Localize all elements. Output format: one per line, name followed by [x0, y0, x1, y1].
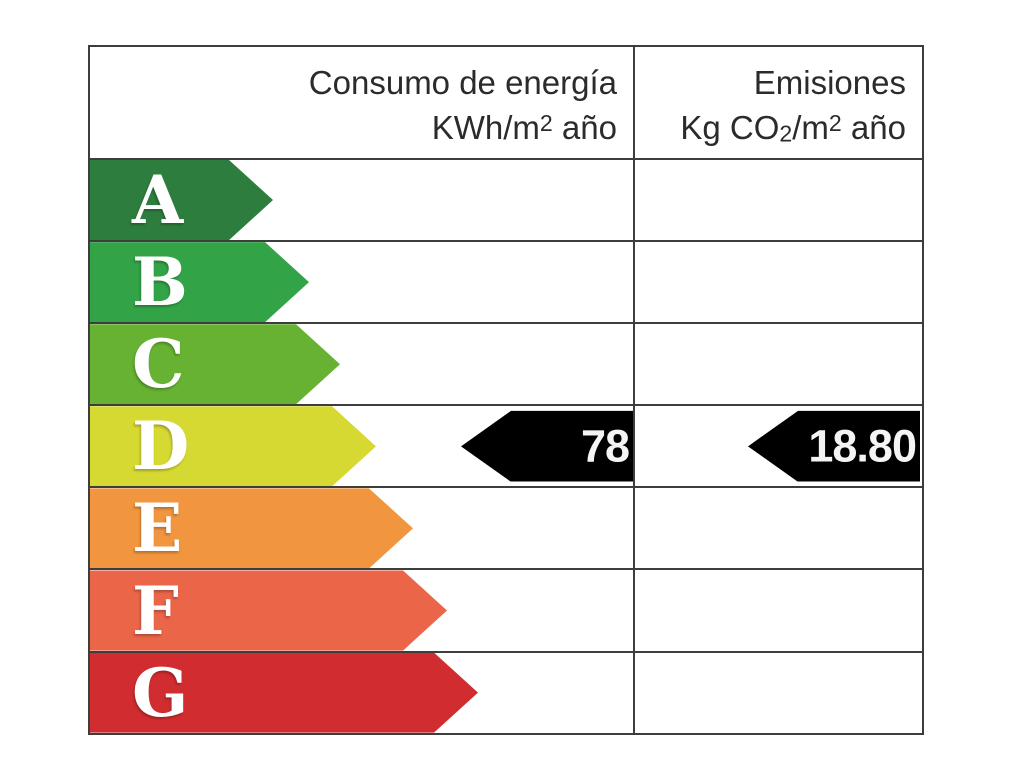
emissions-header-line2: Kg CO2/m2 año — [680, 109, 906, 147]
consumption-header-line1: Consumo de energía — [308, 64, 617, 101]
rating-letter-d: D — [132, 407, 190, 486]
rating-row-e: E — [90, 486, 922, 568]
emissions-indicator-arrow: 18.80 — [748, 410, 920, 482]
rating-arrow-e: E — [90, 488, 413, 568]
rating-arrow-b: B — [90, 242, 309, 322]
rating-row-d: D 78 18.80 — [90, 404, 922, 486]
rating-arrow-c: C — [90, 324, 340, 404]
emissions-value: 18.80 — [808, 420, 917, 472]
rating-arrow-a: A — [90, 160, 273, 240]
rating-letter-f: F — [132, 571, 179, 650]
emissions-header: Emisiones Kg CO2/m2 año — [633, 47, 922, 158]
rating-row-g: G — [90, 650, 922, 733]
rating-row-f: F — [90, 568, 922, 650]
rating-row-a: A — [90, 158, 922, 240]
rating-letter-a: A — [132, 161, 184, 240]
rating-letter-b: B — [132, 243, 188, 322]
consumption-header-line2: KWh/m2 año — [431, 109, 617, 146]
column-divider — [633, 47, 635, 733]
energy-label-table: Consumo de energía KWh/m2 año Emisiones … — [88, 45, 924, 735]
rating-letter-g: G — [132, 653, 189, 732]
rating-row-c: C — [90, 322, 922, 404]
emissions-header-line1: Emisiones — [753, 64, 906, 101]
consumption-value: 78 — [580, 420, 630, 472]
rating-arrow-d: D — [90, 406, 376, 486]
consumption-indicator-arrow: 78 — [461, 410, 633, 482]
rating-row-b: B — [90, 240, 922, 322]
rating-letter-c: C — [132, 325, 185, 404]
rating-letter-e: E — [132, 489, 183, 568]
consumption-header: Consumo de energía KWh/m2 año — [90, 47, 633, 158]
rating-arrow-f: F — [90, 570, 447, 650]
rating-arrow-g: G — [90, 653, 478, 733]
header-row: Consumo de energía KWh/m2 año Emisiones … — [90, 47, 922, 158]
